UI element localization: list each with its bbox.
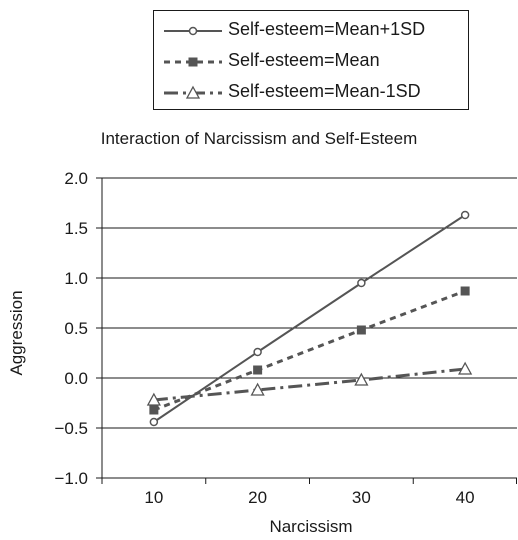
legend-label: Self-esteem=Mean-1SD [228, 81, 421, 101]
data-point [149, 417, 159, 427]
data-point [253, 347, 262, 357]
data-point [460, 210, 470, 220]
legend-item-mean-plus-1sd: Self-esteem=Mean+1SD [154, 16, 468, 46]
series-line [153, 289, 466, 412]
legend-swatch-dotted-square [164, 57, 222, 67]
x-axis-label: Narcissism [269, 517, 352, 536]
data-point [146, 392, 161, 406]
legend: Self-esteem=Mean+1SD Self-esteem=Mean Se… [153, 10, 469, 110]
series-line [153, 367, 466, 402]
y-tick-label: 2.0 [64, 169, 88, 188]
legend-swatch-solid-circle [164, 26, 222, 36]
gridlines [102, 177, 517, 479]
data-point [357, 278, 366, 288]
y-tick-label: 0.5 [64, 319, 88, 338]
legend-swatch-dashdot-triangle [164, 85, 222, 99]
data-point [149, 405, 159, 415]
axis-labels: Narcissism Aggression [7, 290, 353, 536]
axes: 2.0 1.5 1.0 0.5 0.0 −0.5 −1.0 10 20 30 40 [54, 169, 517, 507]
data-point [250, 382, 265, 396]
legend-label: Self-esteem=Mean [228, 50, 380, 70]
data-point [458, 361, 473, 375]
legend-item-mean-minus-1sd: Self-esteem=Mean-1SD [154, 78, 468, 108]
y-tick-label: −0.5 [54, 419, 88, 438]
y-axis-label: Aggression [7, 290, 26, 375]
series-line [153, 214, 466, 423]
y-tick-label: 0.0 [64, 369, 88, 388]
legend-item-mean: Self-esteem=Mean [154, 47, 468, 77]
x-tick-label: 30 [352, 488, 371, 507]
legend-label: Self-esteem=Mean+1SD [228, 19, 426, 39]
y-tick-label: 1.5 [64, 219, 88, 238]
x-tick-label: 20 [248, 488, 267, 507]
y-tick-label: −1.0 [54, 469, 88, 488]
data-point [253, 365, 263, 375]
y-tick-label: 1.0 [64, 269, 88, 288]
x-tick-label: 10 [144, 488, 163, 507]
data-point [354, 372, 369, 386]
series-layer [146, 210, 473, 427]
data-point [460, 286, 470, 296]
x-tick-label: 40 [456, 488, 475, 507]
data-point [356, 325, 366, 335]
chart-title: Interaction of Narcissism and Self-Estee… [100, 129, 418, 148]
